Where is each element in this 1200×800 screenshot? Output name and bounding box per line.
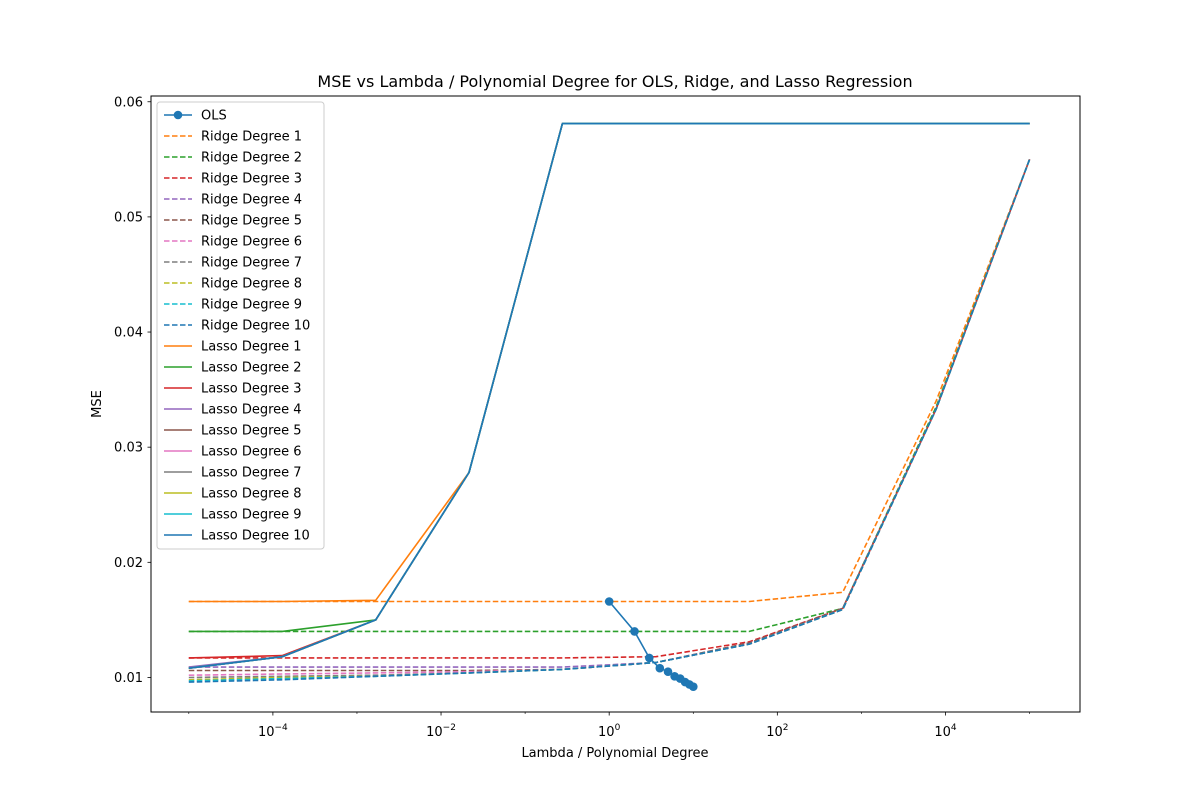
y-tick-label: 0.03 bbox=[114, 441, 143, 456]
series-lines bbox=[188, 122, 1031, 691]
legend-label: Ridge Degree 2 bbox=[201, 151, 302, 166]
legend-label: Ridge Degree 8 bbox=[201, 277, 302, 292]
legend-label: Ridge Degree 4 bbox=[201, 193, 302, 208]
y-tick-label: 0.06 bbox=[114, 95, 143, 110]
legend-label: Lasso Degree 8 bbox=[201, 487, 302, 502]
series-line-ols bbox=[608, 600, 694, 688]
ols-point bbox=[645, 653, 654, 663]
legend-label: Ridge Degree 1 bbox=[201, 130, 302, 145]
series-line-ridge-degree-2 bbox=[188, 159, 1031, 633]
legend-label: Ridge Degree 7 bbox=[201, 256, 302, 271]
legend-label: Lasso Degree 1 bbox=[201, 340, 302, 355]
x-tick-label: 10−2 bbox=[426, 723, 456, 740]
legend-label: Ridge Degree 3 bbox=[201, 172, 302, 187]
axes-frame bbox=[150, 95, 1081, 713]
plot-area bbox=[188, 122, 1031, 691]
axes: 10−4 10−2 100 102 104 0.01 0.02 0.03 0.04 0.05 0.0… bbox=[114, 95, 1030, 740]
legend-label: Lasso Degree 5 bbox=[201, 424, 302, 439]
legend-label: Ridge Degree 6 bbox=[201, 235, 302, 250]
x-tick-label: 102 bbox=[766, 723, 788, 740]
y-tick-label: 0.04 bbox=[114, 326, 143, 341]
ols-point bbox=[604, 597, 614, 606]
legend-label: Ridge Degree 9 bbox=[201, 298, 302, 313]
ols-point bbox=[663, 667, 673, 676]
y-tick-label: 0.02 bbox=[114, 556, 143, 571]
y-axis-label: MSE bbox=[90, 390, 105, 418]
y-tick-label: 0.05 bbox=[114, 210, 143, 225]
legend-label: Lasso Degree 6 bbox=[201, 445, 302, 460]
chart-title: MSE vs Lambda / Polynomial Degree for OL… bbox=[317, 72, 912, 91]
x-tick-label: 100 bbox=[598, 723, 621, 740]
legend: OLS Ridge Degree 1 Ridge Degree 2 Ridge Deg… bbox=[156, 101, 325, 550]
legend-label: Lasso Degree 7 bbox=[201, 466, 302, 481]
x-axis-label: Lambda / Polynomial Degree bbox=[521, 746, 708, 761]
legend-label: Lasso Degree 3 bbox=[201, 382, 302, 397]
ols-point bbox=[630, 627, 639, 636]
legend-label: OLS bbox=[201, 109, 227, 124]
y-tick-label: 0.01 bbox=[114, 671, 143, 686]
legend-label: Ridge Degree 10 bbox=[201, 319, 310, 334]
legend-label: Lasso Degree 9 bbox=[201, 508, 302, 523]
legend-label: Ridge Degree 5 bbox=[201, 214, 302, 229]
x-tick-label: 10−4 bbox=[258, 723, 288, 740]
legend-label: Lasso Degree 2 bbox=[201, 361, 302, 376]
legend-marker bbox=[173, 110, 183, 120]
ols-point bbox=[655, 663, 665, 673]
ols-point bbox=[689, 682, 698, 691]
x-tick-label: 104 bbox=[934, 723, 957, 740]
series-line-ridge-degree-10 bbox=[188, 159, 1031, 683]
legend-box bbox=[156, 101, 325, 550]
series-line-lasso-degree-10 bbox=[188, 122, 1030, 669]
legend-label: Lasso Degree 4 bbox=[201, 403, 302, 418]
legend-label: Lasso Degree 10 bbox=[201, 529, 310, 544]
